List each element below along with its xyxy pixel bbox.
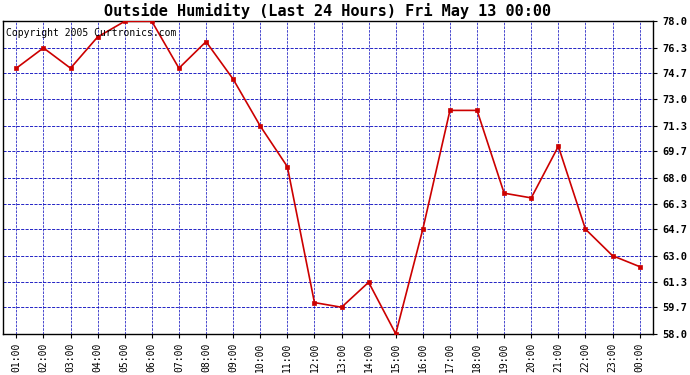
Text: Copyright 2005 Curtronics.com: Copyright 2005 Curtronics.com — [6, 28, 177, 38]
Title: Outside Humidity (Last 24 Hours) Fri May 13 00:00: Outside Humidity (Last 24 Hours) Fri May… — [104, 3, 551, 19]
